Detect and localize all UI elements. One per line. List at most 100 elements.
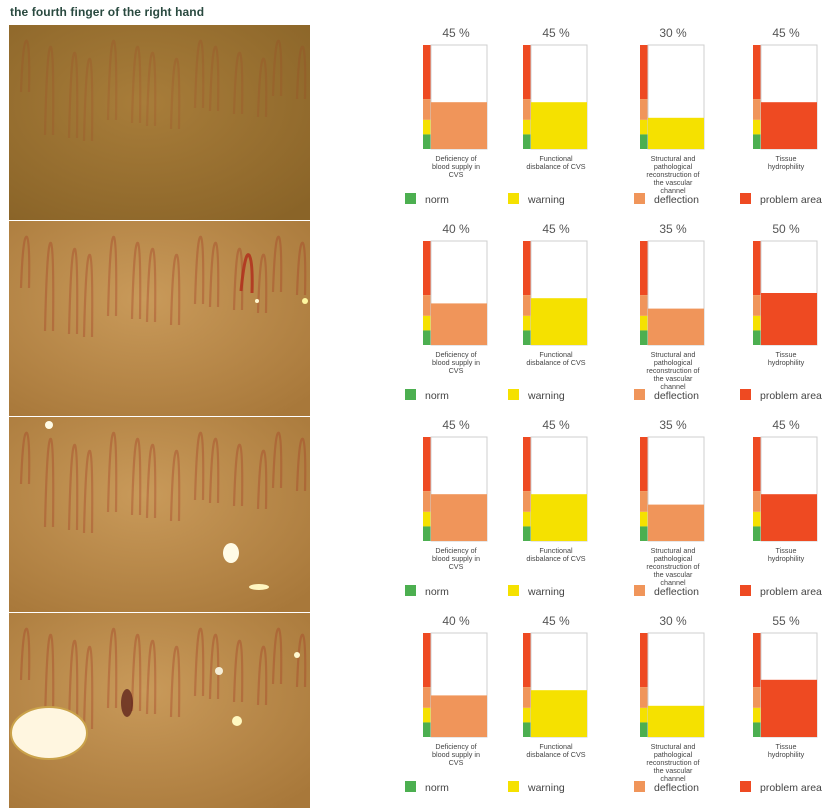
chart-4-bar-group-4: 55 % Tissue hydrophility xyxy=(753,614,818,759)
capillaroscopy-image-2 xyxy=(9,221,310,416)
scale-strip-warning xyxy=(423,707,431,723)
chart-2-bar-group-2: 45 % Functional disbalance of CVS xyxy=(523,222,588,367)
value-bar xyxy=(531,690,587,737)
scale-strip-problem-area xyxy=(753,633,761,688)
value-label: 45 % xyxy=(442,26,470,40)
legend-swatch-norm xyxy=(405,193,416,204)
value-bar xyxy=(431,695,487,737)
category-label: Functional disbalance of CVS xyxy=(526,546,585,563)
chart-legend: norm warning deflection problem area xyxy=(405,585,822,598)
scale-strip-deflection xyxy=(523,99,531,120)
category-label: Tissue hydrophility xyxy=(768,546,805,563)
category-label: Deficiency of blood supply in CVS xyxy=(432,546,480,571)
chart-2-bar-group-1: 40 % Deficiency of blood supply in CVS xyxy=(423,222,488,375)
scale-strip-warning xyxy=(423,511,431,527)
value-bar xyxy=(648,504,704,541)
value-label: 35 % xyxy=(659,222,687,236)
value-bar xyxy=(648,705,704,737)
category-label: Structural and pathological reconstruction… xyxy=(646,546,699,587)
scale-strip-warning xyxy=(640,315,648,331)
legend-label-norm: norm xyxy=(425,194,449,206)
scale-strip-deflection xyxy=(640,687,648,708)
scale-strip-deflection xyxy=(523,687,531,708)
page-title: the fourth finger of the right hand xyxy=(10,5,205,19)
legend-swatch-deflection xyxy=(634,781,645,792)
scale-strip-norm xyxy=(753,134,761,149)
value-label: 55 % xyxy=(772,614,800,628)
value-label: 45 % xyxy=(442,418,470,432)
scale-strip-problem-area xyxy=(640,437,648,492)
scale-strip-warning xyxy=(753,119,761,135)
scale-strip-problem-area xyxy=(523,633,531,688)
category-label: Deficiency of blood supply in CVS xyxy=(432,350,480,375)
chart-2-bar-group-4: 50 % Tissue hydrophility xyxy=(753,222,818,367)
scale-strip-deflection xyxy=(753,687,761,708)
legend-label-warning: warning xyxy=(527,194,565,206)
scale-strip-warning xyxy=(423,315,431,331)
value-label: 40 % xyxy=(442,222,470,236)
assessment-chart-2: 40 % Deficiency of blood supply in CVS 45 % F… xyxy=(405,222,822,402)
scale-strip-norm xyxy=(523,134,531,149)
value-bar xyxy=(531,102,587,149)
value-label: 45 % xyxy=(772,418,800,432)
category-label: Tissue hydrophility xyxy=(768,742,805,759)
scale-strip-warning xyxy=(523,315,531,331)
scale-strip-deflection xyxy=(753,491,761,512)
scale-strip-norm xyxy=(640,722,648,737)
scale-strip-deflection xyxy=(523,491,531,512)
scale-strip-warning xyxy=(753,707,761,723)
scale-strip-problem-area xyxy=(753,241,761,296)
legend-label-norm: norm xyxy=(425,390,449,402)
scale-strip-warning xyxy=(753,315,761,331)
scale-strip-problem-area xyxy=(423,241,431,296)
category-label: Tissue hydrophility xyxy=(768,350,805,367)
legend-swatch-problem-area xyxy=(740,585,751,596)
legend-label-problem-area: problem area xyxy=(760,390,822,402)
scale-strip-warning xyxy=(640,119,648,135)
chart-1-bar-group-4: 45 % Tissue hydrophility xyxy=(753,26,818,171)
legend-label-warning: warning xyxy=(527,390,565,402)
scale-strip-deflection xyxy=(640,491,648,512)
legend-swatch-deflection xyxy=(634,193,645,204)
legend-swatch-norm xyxy=(405,585,416,596)
scale-strip-deflection xyxy=(423,99,431,120)
scale-strip-norm xyxy=(640,526,648,541)
value-bar xyxy=(531,494,587,541)
scale-strip-deflection xyxy=(423,491,431,512)
legend-label-deflection: deflection xyxy=(654,782,699,794)
value-bar xyxy=(431,102,487,149)
chart-3-bar-group-2: 45 % Functional disbalance of CVS xyxy=(523,418,588,563)
category-label: Functional disbalance of CVS xyxy=(526,742,585,759)
value-bar xyxy=(761,679,817,737)
category-label: Deficiency of blood supply in CVS xyxy=(432,154,480,179)
capillaroscopy-image-1 xyxy=(9,25,310,220)
scale-strip-warning xyxy=(523,119,531,135)
chart-1-bar-group-3: 30 % Structural and pathological reconstruc… xyxy=(640,26,705,195)
chart-3-bar-group-3: 35 % Structural and pathological reconstruc… xyxy=(640,418,705,587)
scale-strip-norm xyxy=(640,330,648,345)
chart-4-bar-group-3: 30 % Structural and pathological reconstruc… xyxy=(640,614,705,783)
value-label: 30 % xyxy=(659,614,687,628)
legend-label-deflection: deflection xyxy=(654,390,699,402)
legend-swatch-norm xyxy=(405,389,416,400)
legend-swatch-deflection xyxy=(634,389,645,400)
scale-strip-norm xyxy=(523,526,531,541)
chart-3-bar-group-4: 45 % Tissue hydrophility xyxy=(753,418,818,563)
legend-label-deflection: deflection xyxy=(654,194,699,206)
value-bar xyxy=(761,102,817,149)
scale-strip-deflection xyxy=(753,99,761,120)
scale-strip-deflection xyxy=(423,687,431,708)
category-label: Functional disbalance of CVS xyxy=(526,154,585,171)
assessment-chart-1: 45 % Deficiency of blood supply in CVS 45 % F… xyxy=(405,26,822,206)
scale-strip-deflection xyxy=(640,99,648,120)
category-label: Structural and pathological reconstruction… xyxy=(646,350,699,391)
scale-strip-warning xyxy=(423,119,431,135)
scale-strip-problem-area xyxy=(753,437,761,492)
chart-3-bar-group-1: 45 % Deficiency of blood supply in CVS xyxy=(423,418,488,571)
value-label: 45 % xyxy=(542,222,570,236)
legend-swatch-warning xyxy=(508,585,519,596)
legend-swatch-warning xyxy=(508,389,519,400)
capillaroscopy-image-4 xyxy=(9,613,310,808)
scale-strip-norm xyxy=(640,134,648,149)
legend-swatch-deflection xyxy=(634,585,645,596)
